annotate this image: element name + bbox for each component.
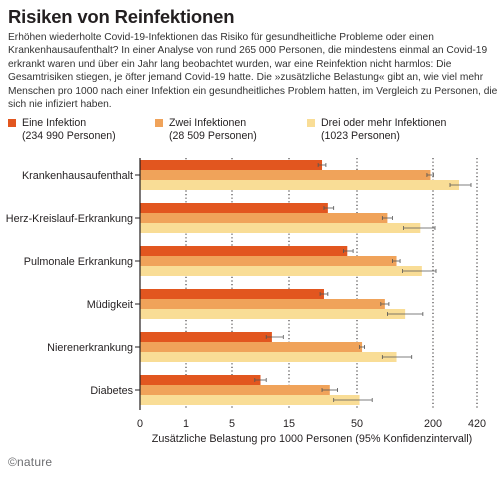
legend: Eine Infektion (234 990 Personen) Zwei I… bbox=[8, 117, 503, 147]
category-label: Pulmonale Erkrankung bbox=[24, 256, 133, 268]
chart-description: Erhöhen wiederholte Covid-19-Infektionen… bbox=[8, 32, 498, 111]
bar bbox=[140, 375, 261, 385]
bar-chart: Krankenhausaufenthalt Herz-Kreislauf-Erkr… bbox=[6, 158, 486, 445]
legend-label-series-2: Zwei Infektionen bbox=[169, 117, 247, 129]
bar bbox=[140, 352, 397, 362]
bar bbox=[140, 266, 422, 276]
legend-subtitle-series-3: (1023 Personen) bbox=[321, 130, 400, 143]
category-label: Diabetes bbox=[90, 385, 133, 397]
legend-swatch-series-1 bbox=[8, 119, 16, 127]
bar bbox=[140, 332, 272, 342]
x-tick-label: 200 bbox=[424, 418, 442, 430]
bar bbox=[140, 289, 324, 299]
x-tick-label: 5 bbox=[229, 418, 235, 430]
bar bbox=[140, 213, 388, 223]
bar bbox=[140, 385, 330, 395]
bar bbox=[140, 309, 406, 319]
bar bbox=[140, 203, 328, 213]
bar bbox=[140, 395, 360, 405]
bar bbox=[140, 342, 363, 352]
category-label: Krankenhausaufenthalt bbox=[22, 170, 133, 182]
legend-subtitle-series-1: (234 990 Personen) bbox=[22, 130, 116, 143]
x-tick-label: 15 bbox=[283, 418, 295, 430]
x-tick-label: 0 bbox=[137, 418, 143, 430]
bar bbox=[140, 256, 397, 266]
bar bbox=[140, 299, 385, 309]
bar bbox=[140, 180, 459, 190]
bar bbox=[140, 160, 323, 170]
x-tick-label: 1 bbox=[183, 418, 189, 430]
x-axis-label: Zusätzliche Belastung pro 1000 Personen … bbox=[152, 433, 473, 445]
legend-label-series-3: Drei oder mehr Infektionen bbox=[321, 117, 447, 129]
legend-subtitle-series-2: (28 509 Personen) bbox=[169, 130, 257, 143]
chart-title: Risiken von Reinfektionen bbox=[8, 6, 235, 27]
bar bbox=[140, 223, 421, 233]
x-tick-label: 420 bbox=[468, 418, 486, 430]
category-label: Müdigkeit bbox=[87, 299, 133, 311]
source-logo: ©nature bbox=[8, 455, 53, 469]
bar bbox=[140, 246, 348, 256]
x-tick-label: 50 bbox=[351, 418, 363, 430]
legend-swatch-series-3 bbox=[307, 119, 315, 127]
category-label: Herz-Kreislauf-Erkrankung bbox=[6, 213, 133, 225]
bar bbox=[140, 170, 431, 180]
legend-label-series-1: Eine Infektion bbox=[22, 117, 87, 129]
category-label: Nierenerkrankung bbox=[47, 342, 133, 354]
legend-swatch-series-2 bbox=[155, 119, 163, 127]
